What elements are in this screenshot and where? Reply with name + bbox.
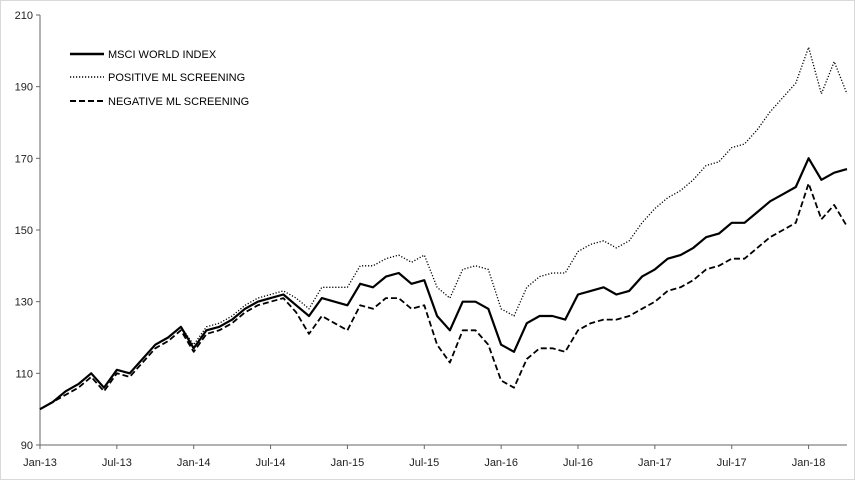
legend-label: MSCI WORLD INDEX bbox=[108, 49, 217, 61]
legend-label: NEGATIVE ML SCREENING bbox=[108, 96, 249, 108]
x-tick-label: Jan-18 bbox=[792, 457, 826, 469]
legend-entry-negative: NEGATIVE ML SCREENING bbox=[70, 96, 249, 108]
legend-entry-positive: POSITIVE ML SCREENING bbox=[70, 72, 245, 84]
x-tick-label: Jul-16 bbox=[563, 457, 593, 469]
x-tick-label: Jan-15 bbox=[331, 457, 365, 469]
x-tick-label: Jul-14 bbox=[256, 457, 286, 469]
series-line-dotted bbox=[39, 46, 848, 410]
y-tick-label: 210 bbox=[15, 10, 33, 22]
y-tick-label: 190 bbox=[15, 82, 33, 94]
x-tick-label: Jan-14 bbox=[177, 457, 211, 469]
series-group bbox=[39, 46, 848, 411]
y-tick-label: 170 bbox=[15, 153, 33, 165]
y-tick-label: 110 bbox=[15, 368, 33, 380]
x-tick-label: Jul-15 bbox=[409, 457, 439, 469]
x-tick-label: Jan-16 bbox=[484, 457, 518, 469]
y-axis: 90 110 130 150 170 190 210 bbox=[15, 10, 41, 452]
legend: MSCI WORLD INDEX POSITIVE ML SCREENING N… bbox=[70, 49, 249, 108]
series-line-dashed bbox=[39, 182, 848, 410]
x-tick-label: Jul-13 bbox=[102, 457, 132, 469]
x-tick-label: Jul-17 bbox=[717, 457, 747, 469]
y-tick-label: 130 bbox=[15, 297, 33, 309]
series-line-solid bbox=[39, 157, 848, 411]
x-tick-label: Jan-13 bbox=[23, 457, 57, 469]
x-tick-label: Jan-17 bbox=[638, 457, 672, 469]
y-tick-label: 150 bbox=[15, 225, 33, 237]
y-tick-label: 90 bbox=[21, 440, 33, 452]
legend-entry-msci: MSCI WORLD INDEX bbox=[70, 49, 217, 61]
x-axis: Jan-13 Jul-13 Jan-14 Jul-14 Jan-15 Jul-15 Jan-… bbox=[23, 444, 847, 469]
legend-label: POSITIVE ML SCREENING bbox=[108, 72, 245, 84]
